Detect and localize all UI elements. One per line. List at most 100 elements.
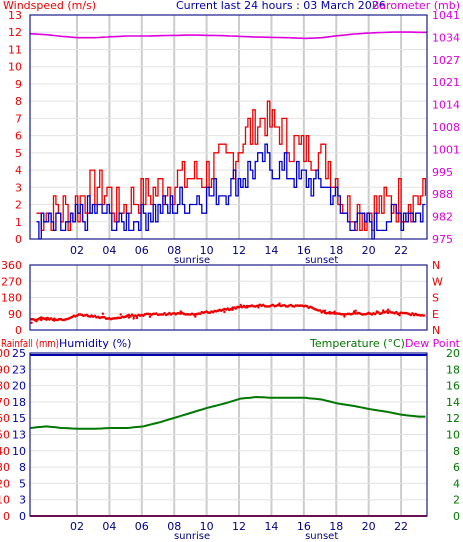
baro-tick-label: 988 bbox=[432, 188, 453, 201]
wind-tick-label: 9 bbox=[15, 78, 22, 91]
direction-tick-label: 90 bbox=[8, 308, 22, 321]
compass-tick-label: S bbox=[432, 292, 439, 305]
temp-tick-label: 14 bbox=[446, 396, 460, 409]
wind-tick-label: 3 bbox=[15, 181, 22, 194]
hour-label: 22 bbox=[394, 520, 408, 533]
direction-point bbox=[129, 315, 132, 318]
temp-panel-axes: 0102030405060708090100035810131518202325… bbox=[0, 347, 460, 523]
humidity-title: Humidity (%) bbox=[59, 337, 131, 350]
rain-tick-label: 10 bbox=[0, 494, 10, 507]
wind-panel-axes: 0123456789101112139759829889951001100810… bbox=[8, 9, 460, 246]
panel-frame bbox=[29, 264, 428, 331]
baro-tick-label: 1014 bbox=[432, 99, 460, 112]
direction-point bbox=[198, 312, 202, 316]
sunrise-label: sunrise bbox=[174, 531, 210, 542]
direction-panel-series bbox=[30, 302, 426, 324]
temp-tick-label: 20 bbox=[446, 347, 460, 360]
temperature-line bbox=[29, 395, 426, 430]
direction-point bbox=[343, 315, 346, 318]
temp-tick-label: 16 bbox=[446, 380, 460, 393]
humidity-tick-label: 10 bbox=[12, 445, 26, 458]
wind-tick-label: 7 bbox=[15, 112, 22, 125]
baro-tick-label: 1008 bbox=[432, 121, 460, 134]
direction-point bbox=[382, 309, 385, 312]
hour-label: 08 bbox=[167, 244, 181, 257]
wind-tick-label: 10 bbox=[8, 61, 22, 74]
humidity-tick-label: 0 bbox=[19, 510, 26, 523]
baro-tick-label: 1021 bbox=[432, 76, 460, 89]
barometer-line bbox=[29, 31, 427, 40]
wind-average-line bbox=[36, 143, 426, 240]
direction-point bbox=[373, 312, 377, 316]
rain-tick-label: 90 bbox=[0, 363, 10, 376]
direction-tick-label: 360 bbox=[1, 259, 22, 272]
direction-point bbox=[35, 320, 38, 323]
baro-tick-label: 1041 bbox=[432, 9, 460, 22]
wind-tick-label: 11 bbox=[8, 43, 22, 56]
rainfall-title: Rainfall (mm) bbox=[1, 337, 59, 350]
direction-point bbox=[40, 318, 43, 322]
direction-point bbox=[305, 304, 309, 308]
direction-point bbox=[119, 313, 122, 316]
direction-point bbox=[409, 313, 413, 317]
temp-tick-label: 4 bbox=[453, 477, 460, 490]
baro-tick-label: 1027 bbox=[432, 54, 460, 67]
hour-label: 08 bbox=[167, 520, 181, 533]
hour-label: 20 bbox=[362, 244, 376, 257]
hour-label: 12 bbox=[232, 244, 246, 257]
dewpoint-title: Dew Point bbox=[405, 337, 461, 350]
rain-tick-label: 60 bbox=[0, 412, 10, 425]
rain-tick-label: 80 bbox=[0, 380, 10, 393]
temp-tick-label: 0 bbox=[453, 510, 460, 523]
humidity-tick-label: 23 bbox=[12, 363, 26, 376]
wind-tick-label: 4 bbox=[15, 164, 22, 177]
direction-point bbox=[223, 310, 226, 314]
hour-label: 16 bbox=[297, 244, 311, 257]
humidity-tick-label: 25 bbox=[12, 347, 26, 360]
direction-tick-label: 0 bbox=[15, 324, 22, 337]
hour-axis-labels: 02 02 04 04 06 06 08 08 10 10 12 12 14 14 16 16 18 18 20 20… bbox=[70, 244, 408, 542]
hour-label: 20 bbox=[362, 520, 376, 533]
direction-point bbox=[132, 317, 135, 320]
temp-tick-label: 8 bbox=[453, 445, 460, 458]
humidity-tick-label: 20 bbox=[12, 380, 26, 393]
rain-tick-label: 100 bbox=[0, 347, 10, 360]
hour-label: 14 bbox=[264, 244, 278, 257]
wind-tick-label: 0 bbox=[15, 233, 22, 246]
direction-point bbox=[386, 308, 390, 311]
humidity-tick-label: 18 bbox=[12, 396, 26, 409]
hour-label: 18 bbox=[329, 244, 343, 257]
temp-panel-grid bbox=[30, 353, 427, 516]
wind-tick-label: 1 bbox=[15, 216, 22, 229]
temperature-title: Temperature (°C) bbox=[309, 337, 405, 350]
hour-label: 06 bbox=[135, 244, 149, 257]
temp-tick-label: 2 bbox=[453, 494, 460, 507]
direction-tick-label: 180 bbox=[1, 292, 22, 305]
direction-point bbox=[30, 321, 33, 324]
direction-point bbox=[101, 312, 105, 315]
sunrise-label: sunrise bbox=[174, 255, 210, 266]
rain-tick-label: 70 bbox=[0, 396, 10, 409]
wind-panel-series bbox=[29, 31, 427, 240]
windspeed-title: Windspeed (m/s) bbox=[3, 0, 96, 12]
humidity-tick-label: 13 bbox=[12, 429, 26, 442]
direction-point bbox=[239, 303, 242, 307]
temp-tick-label: 12 bbox=[446, 412, 460, 425]
hour-label: 02 bbox=[70, 244, 84, 257]
direction-point bbox=[354, 309, 357, 312]
sunset-label: sunset bbox=[305, 531, 338, 542]
hour-label: 22 bbox=[394, 244, 408, 257]
wind-tick-label: 12 bbox=[8, 26, 22, 39]
baro-tick-label: 1001 bbox=[432, 143, 460, 156]
rain-tick-label: 30 bbox=[0, 461, 10, 474]
baro-tick-label: 1034 bbox=[432, 31, 460, 44]
wind-tick-label: 5 bbox=[15, 147, 22, 160]
direction-point bbox=[231, 308, 234, 311]
direction-tick-label: 270 bbox=[1, 275, 22, 288]
panel-frame bbox=[29, 352, 428, 517]
hour-label: 18 bbox=[329, 520, 343, 533]
direction-point bbox=[398, 314, 401, 317]
hour-label: 04 bbox=[102, 520, 116, 533]
